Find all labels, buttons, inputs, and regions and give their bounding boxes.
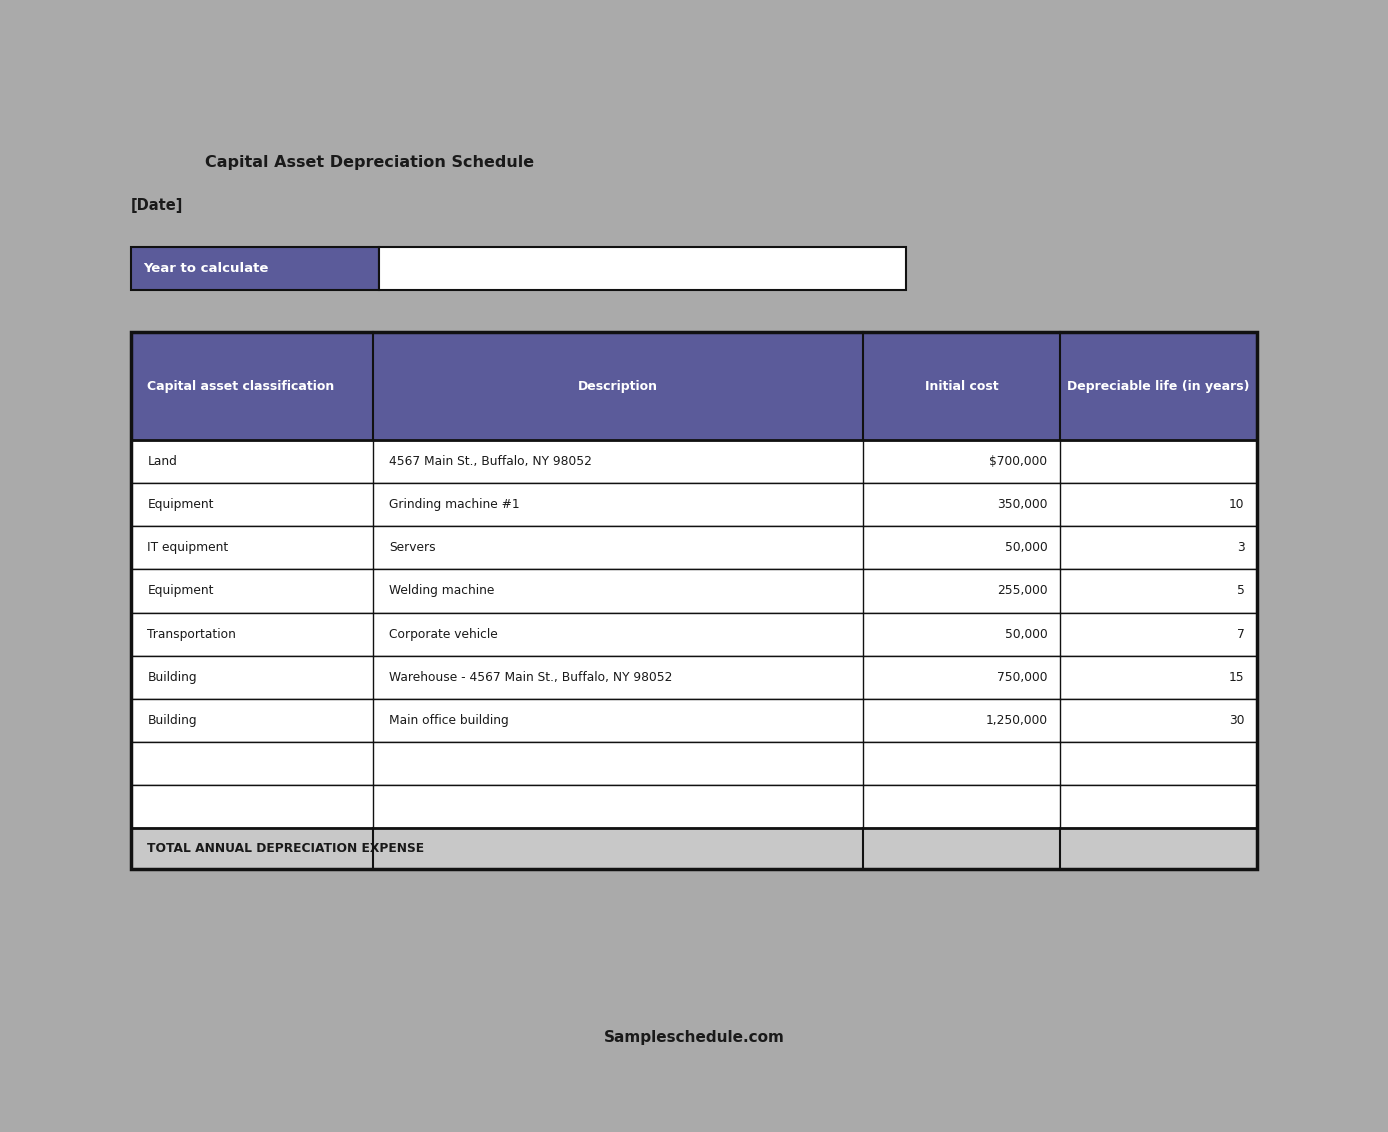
Text: 750,000: 750,000 [997,671,1048,684]
FancyBboxPatch shape [130,655,1258,698]
Text: 350,000: 350,000 [997,498,1048,512]
Text: Equipment: Equipment [147,498,214,512]
FancyBboxPatch shape [130,829,1258,869]
FancyBboxPatch shape [130,569,1258,612]
Text: Building: Building [147,671,197,684]
Text: Warehouse - 4567 Main St., Buffalo, NY 98052: Warehouse - 4567 Main St., Buffalo, NY 9… [390,671,673,684]
Text: TOTAL ANNUAL DEPRECIATION EXPENSE: TOTAL ANNUAL DEPRECIATION EXPENSE [147,842,425,855]
Text: Land: Land [147,455,178,469]
Text: $700,000: $700,000 [990,455,1048,469]
Text: 7: 7 [1237,627,1245,641]
Text: Main office building: Main office building [390,714,509,727]
Text: 15: 15 [1228,671,1245,684]
FancyBboxPatch shape [130,247,379,290]
Text: 255,000: 255,000 [997,584,1048,598]
Text: 10: 10 [1228,498,1245,512]
Text: 5: 5 [1237,584,1245,598]
Text: 3: 3 [1237,541,1245,555]
FancyBboxPatch shape [130,332,1258,440]
Text: Building: Building [147,714,197,727]
FancyBboxPatch shape [379,247,906,290]
Text: Initial cost: Initial cost [924,379,998,393]
Text: Welding machine: Welding machine [390,584,496,598]
Text: Grinding machine #1: Grinding machine #1 [390,498,520,512]
FancyBboxPatch shape [130,440,1258,483]
Text: 50,000: 50,000 [1005,627,1048,641]
Text: Servers: Servers [390,541,436,555]
FancyBboxPatch shape [130,526,1258,569]
FancyBboxPatch shape [130,741,1258,784]
Text: 30: 30 [1228,714,1245,727]
Text: 4567 Main St., Buffalo, NY 98052: 4567 Main St., Buffalo, NY 98052 [390,455,593,469]
Text: 50,000: 50,000 [1005,541,1048,555]
Text: Transportation: Transportation [147,627,236,641]
Text: Capital asset classification: Capital asset classification [147,379,335,393]
Text: Depreciable life (in years): Depreciable life (in years) [1067,379,1251,393]
FancyBboxPatch shape [130,483,1258,526]
Text: Sampleschedule.com: Sampleschedule.com [604,1030,784,1045]
Text: Equipment: Equipment [147,584,214,598]
Text: [Date]: [Date] [130,198,183,213]
Text: IT equipment: IT equipment [147,541,229,555]
Text: 1,250,000: 1,250,000 [985,714,1048,727]
Text: Description: Description [577,379,658,393]
Text: Capital Asset Depreciation Schedule: Capital Asset Depreciation Schedule [204,155,533,170]
Text: Corporate vehicle: Corporate vehicle [390,627,498,641]
FancyBboxPatch shape [130,784,1258,829]
FancyBboxPatch shape [130,698,1258,741]
Text: Year to calculate: Year to calculate [143,263,269,275]
FancyBboxPatch shape [130,612,1258,655]
